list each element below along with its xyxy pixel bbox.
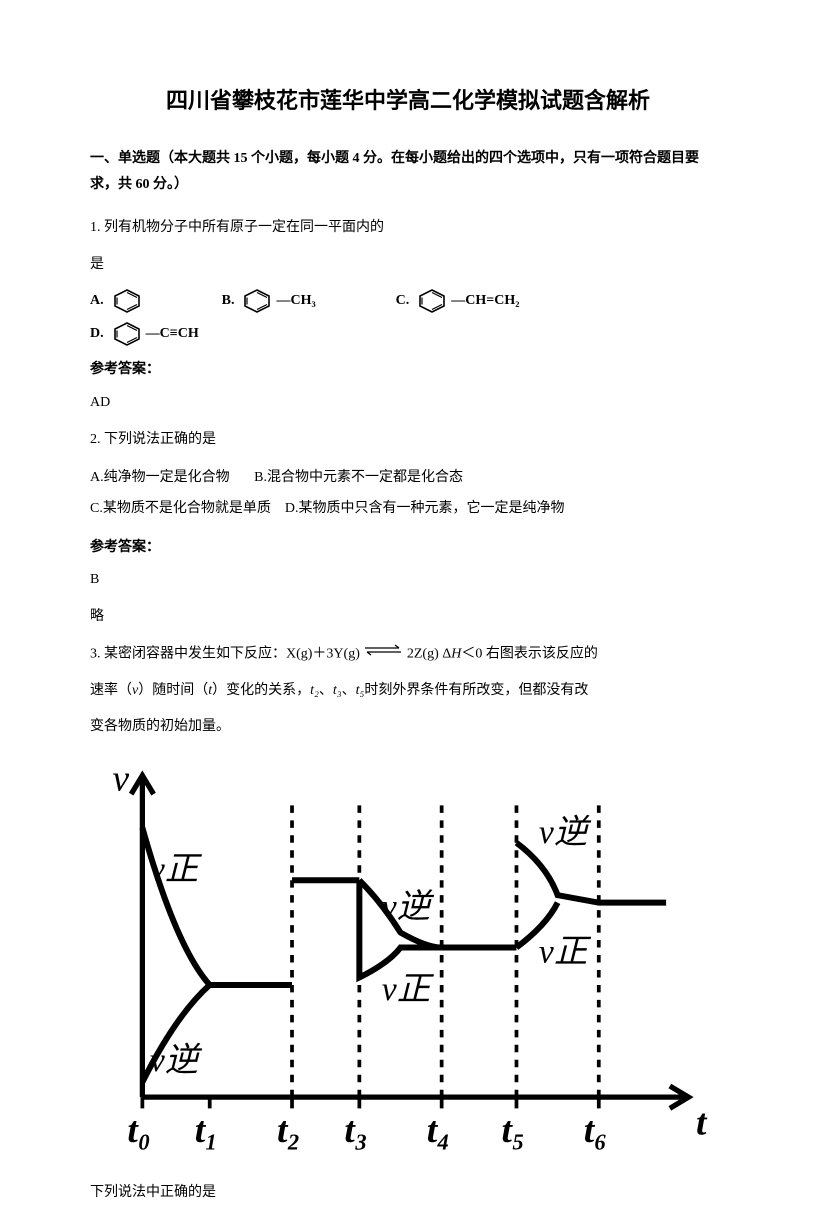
q3-s2-c: ）变化的关系，: [212, 683, 310, 698]
q1-stem-line1: 1. 列有机物分子中所有原子一定在同一平面内的: [90, 215, 726, 242]
q3-s2-d: 时刻外界条件有所改变，但都没有改: [364, 683, 588, 698]
q3-s2-t3: t₃: [333, 683, 342, 698]
benzene-icon: [417, 288, 447, 314]
q3-s2-a: 速率（: [90, 683, 132, 698]
q2-stem: 2. 下列说法正确的是: [90, 427, 726, 454]
q3-stem-line3: 变各物质的初始加量。: [90, 714, 726, 741]
q2-answer: B: [90, 567, 726, 594]
q3-stem-H: H: [451, 646, 461, 661]
benzene-icon: [112, 288, 142, 314]
q1-optC-group: —CH=CH₂: [451, 288, 519, 315]
q2-answer-label: 参考答案：: [90, 535, 726, 562]
q2-options: A.纯净物一定是化合物 B.混合物中元素不一定都是化合态 C.某物质不是化合物就…: [90, 463, 726, 525]
svg-text:t₆: t₆: [584, 1110, 607, 1151]
svg-text:v逆: v逆: [382, 888, 435, 925]
svg-text:v逆: v逆: [150, 1042, 203, 1079]
q3-stem-line2: 速率（v）随时间（t）变化的关系，t₂、t₃、t₅时刻外界条件有所改变，但都没有…: [90, 678, 726, 705]
q2-optC: C.某物质不是化合物就是单质: [90, 501, 271, 516]
q2-optB: B.混合物中元素不一定都是化合态: [254, 470, 463, 485]
page-title: 四川省攀枝花市莲华中学高二化学模拟试题含解析: [90, 80, 726, 122]
q1-optB: B. —CH₃: [222, 288, 316, 315]
q1-answer: AD: [90, 390, 726, 417]
svg-text:v逆: v逆: [539, 814, 592, 851]
q1-optA-label: A.: [90, 288, 104, 315]
q3-stem-a: 3. 某密闭容器中发生如下反应：X(g)＋3Y(g): [90, 646, 360, 661]
benzene-icon: [112, 321, 142, 347]
q1-answer-label: 参考答案：: [90, 357, 726, 384]
svg-text:v正: v正: [382, 971, 435, 1008]
q1-optC: C. —CH=CH₂: [396, 288, 520, 315]
svg-text:t₅: t₅: [502, 1110, 525, 1151]
q2-brief: 略: [90, 604, 726, 631]
svg-text:t₂: t₂: [277, 1110, 300, 1151]
svg-text:t₃: t₃: [344, 1110, 367, 1151]
q3-stem-line1: 3. 某密闭容器中发生如下反应：X(g)＋3Y(g) 2Z(g) ΔH＜0 右图…: [90, 641, 726, 668]
section-header: 一、单选题（本大题共 15 个小题，每小题 4 分。在每小题给出的四个选项中，只…: [90, 146, 726, 199]
q3-stem-b: 2Z(g) Δ: [407, 646, 451, 661]
svg-text:v: v: [112, 758, 129, 799]
q1-optC-label: C.: [396, 288, 410, 315]
q1-optD: D. —C≡CH: [90, 321, 199, 348]
q1-optD-group: —C≡CH: [146, 321, 199, 348]
q1-optB-label: B.: [222, 288, 235, 315]
svg-text:t₄: t₄: [427, 1110, 450, 1151]
rate-time-graph: v t₀ t₁ t₂ t₃ t₄ t₅ t₆ t v正 v逆 v逆 v正 v逆 v正: [90, 753, 726, 1165]
svg-text:t: t: [696, 1102, 708, 1143]
q1-optB-group: —CH₃: [276, 288, 315, 315]
q1-optD-label: D.: [90, 321, 104, 348]
equilibrium-arrow-icon: [363, 641, 403, 668]
q1-stem-line2: 是: [90, 252, 726, 279]
q3-s2-b: ）随时间（: [138, 683, 208, 698]
q3-s2-t2: t₂: [310, 683, 319, 698]
benzene-icon: [242, 288, 272, 314]
q1-options-row1: A. B. —CH₃ C. —CH=CH₂: [90, 288, 726, 315]
q3-s2-s1: 、: [319, 683, 333, 698]
svg-text:t₁: t₁: [195, 1110, 218, 1151]
q2-optA: A.纯净物一定是化合物: [90, 470, 230, 485]
svg-text:v正: v正: [150, 851, 203, 888]
q3-stem-c: ＜0 右图表示该反应的: [461, 646, 598, 661]
q3-last: 下列说法中正确的是: [90, 1180, 726, 1207]
q3-s2-s2: 、: [342, 683, 356, 698]
svg-text:t₀: t₀: [127, 1110, 150, 1151]
svg-text:v正: v正: [539, 933, 592, 970]
q2-optD: D.某物质中只含有一种元素，它一定是纯净物: [285, 501, 565, 516]
q1-options-row2: D. —C≡CH: [90, 321, 726, 348]
q1-optA: A.: [90, 288, 142, 315]
